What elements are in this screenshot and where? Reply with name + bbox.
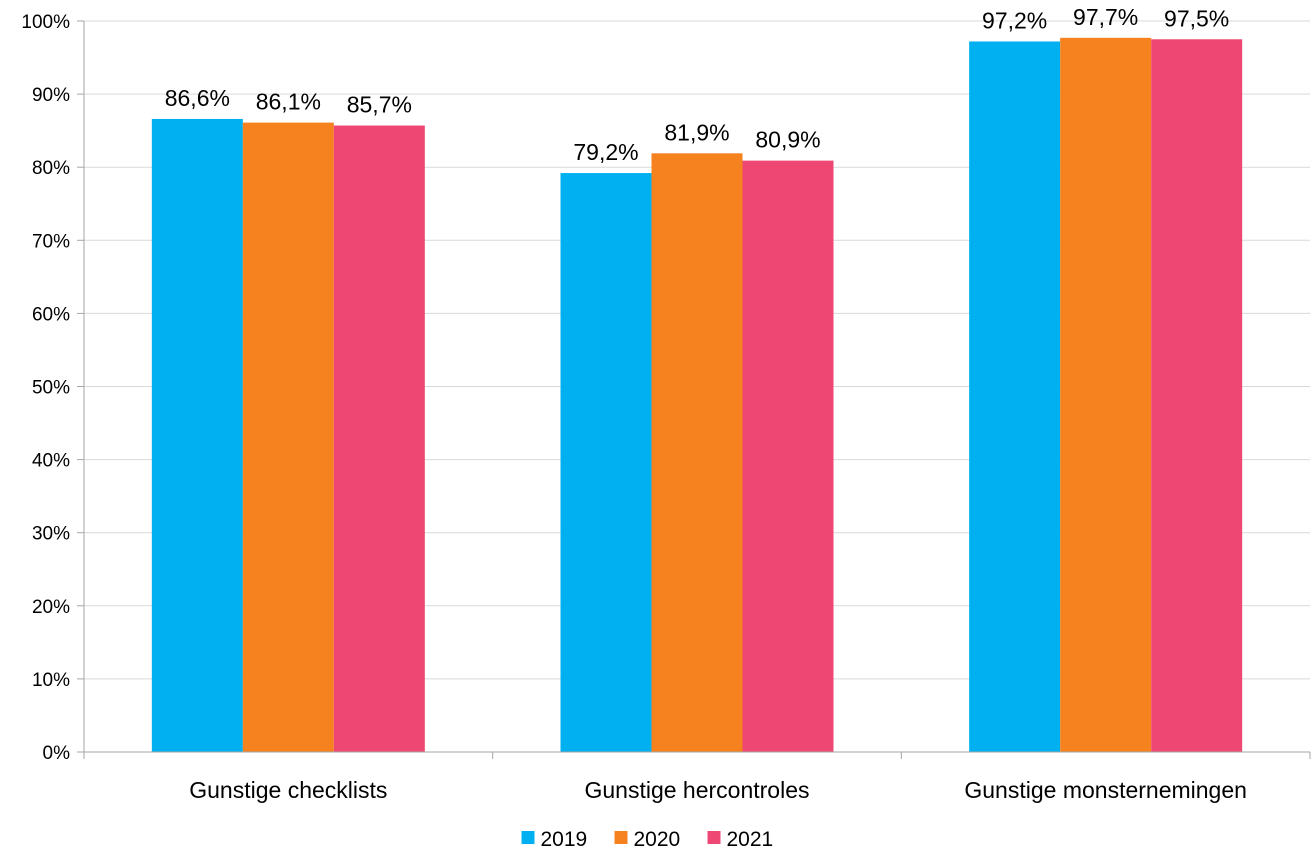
data-label: 79,2% xyxy=(573,139,638,165)
y-tick-label: 20% xyxy=(32,597,70,618)
data-label: 86,1% xyxy=(256,89,321,115)
bars xyxy=(151,37,1243,753)
legend-label-2019: 2019 xyxy=(541,828,588,851)
bar-2020 xyxy=(1060,37,1152,753)
data-label: 86,6% xyxy=(165,85,230,111)
y-tick-label: 100% xyxy=(21,12,70,33)
data-label: 97,7% xyxy=(1073,4,1138,30)
bar-2020 xyxy=(242,122,334,752)
data-label: 97,2% xyxy=(982,7,1047,33)
y-tick-label: 90% xyxy=(32,85,70,106)
x-category-label: Gunstige checklists xyxy=(189,777,387,803)
legend-swatch-2021 xyxy=(707,831,721,844)
legend-swatch-2019 xyxy=(521,831,535,844)
y-tick-label: 70% xyxy=(32,231,70,252)
data-label: 97,5% xyxy=(1164,5,1229,31)
bar-2019 xyxy=(969,41,1061,752)
legend-label-2020: 2020 xyxy=(634,828,681,851)
data-label: 80,9% xyxy=(755,127,820,153)
legend-label-2021: 2021 xyxy=(727,828,774,851)
bar-2020 xyxy=(651,153,743,752)
y-axis: 0% 10% 20% 30% 40% 50% 60% 70% 80% 90% 100% xyxy=(21,12,85,764)
data-label: 81,9% xyxy=(664,119,729,145)
data-label: 85,7% xyxy=(347,92,412,118)
bar-2019 xyxy=(560,173,652,753)
y-tick-label: 80% xyxy=(32,158,70,179)
y-tick-label: 30% xyxy=(32,524,70,545)
y-tick-label: 50% xyxy=(32,378,70,399)
bar-2021 xyxy=(742,160,834,753)
x-axis: Gunstige checklists Gunstige hercontroles… xyxy=(83,751,1311,803)
legend-swatch-2020 xyxy=(614,831,628,844)
x-category-label: Gunstige hercontroles xyxy=(584,777,809,803)
bar-2021 xyxy=(1151,39,1243,752)
bar-2021 xyxy=(333,125,425,752)
data-labels: 86,6% 86,1% 85,7% 79,2% 81,9% 80,9% 97,2% 97,7%… xyxy=(165,4,1230,165)
y-tick-label: 60% xyxy=(32,304,70,325)
y-tick-label: 0% xyxy=(43,743,71,764)
x-category-label: Gunstige monsternemingen xyxy=(964,777,1247,803)
y-tick-label: 10% xyxy=(32,670,70,691)
y-tick-label: 40% xyxy=(32,451,70,472)
legend: 2019 2020 2021 xyxy=(521,828,774,851)
bar-2019 xyxy=(151,118,243,753)
